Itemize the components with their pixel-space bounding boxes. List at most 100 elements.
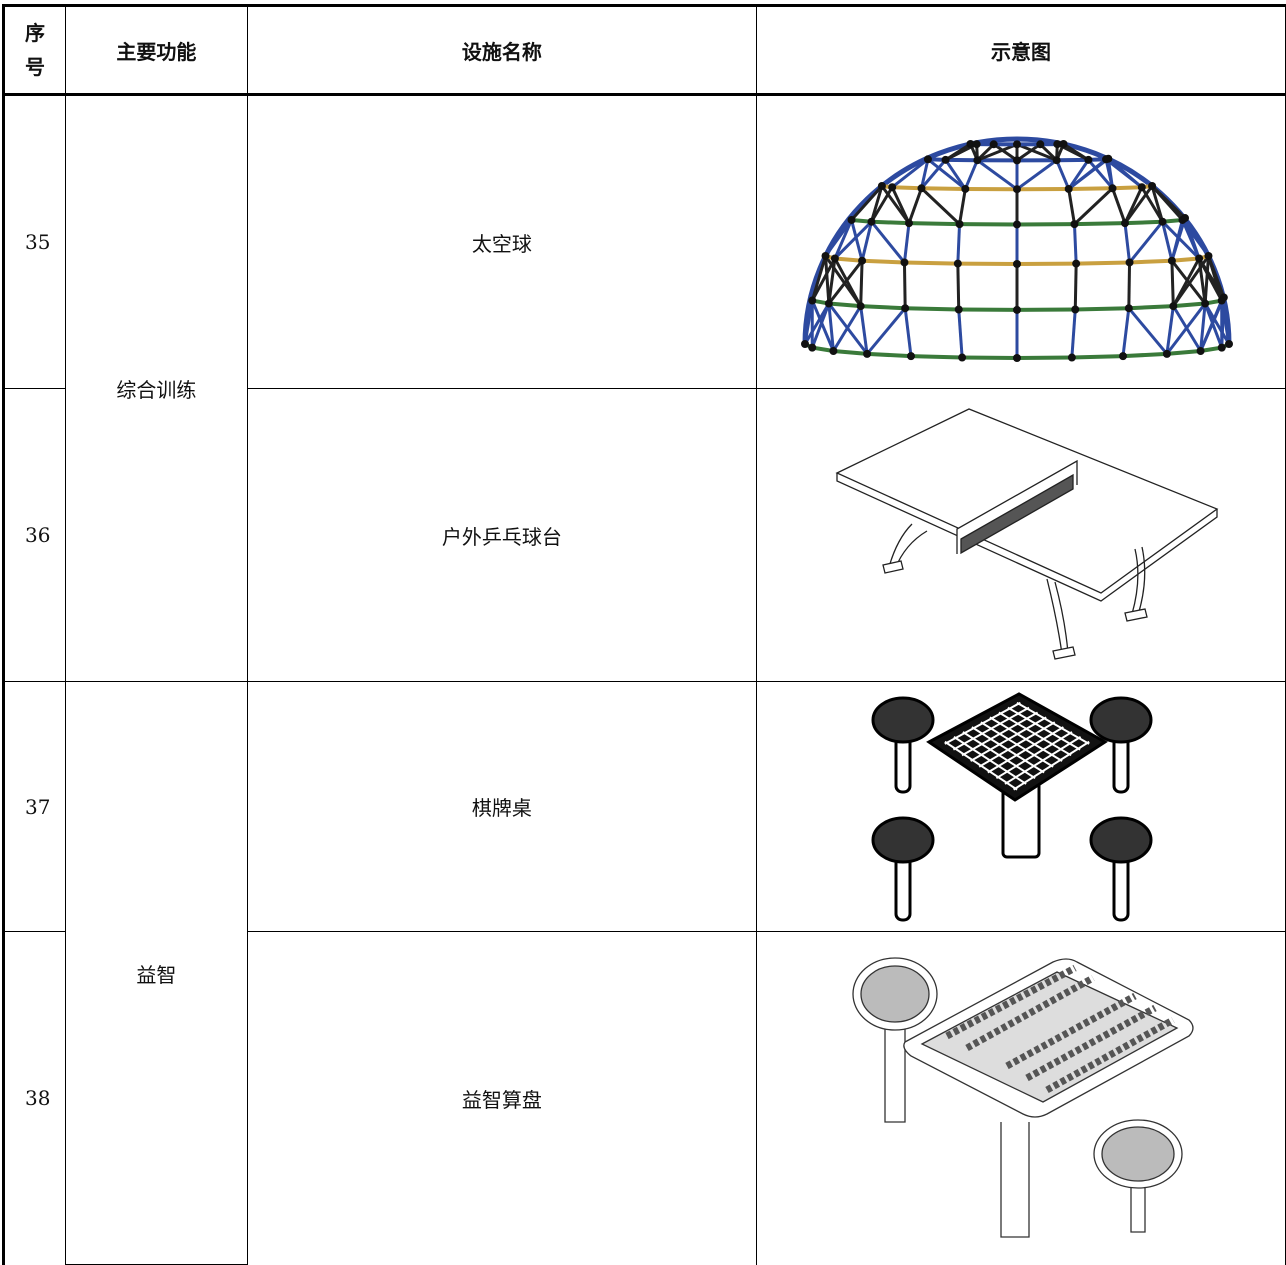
joint: [1125, 304, 1133, 312]
joint: [821, 252, 829, 260]
row: 35 综合训练 太空球: [4, 95, 1286, 389]
joint: [808, 297, 816, 305]
joint: [990, 140, 998, 148]
facility-table: 序号 主要功能 设施名称 示意图 35 综合训练 太空球 36 户外乒乓球台 3…: [2, 4, 1286, 1265]
joint: [1013, 306, 1021, 314]
image-cell: [756, 682, 1285, 932]
strut: [1129, 262, 1130, 308]
row-number: 35: [4, 95, 66, 389]
joint: [808, 344, 816, 352]
joint: [1013, 220, 1021, 228]
board: [929, 694, 1105, 800]
joint: [1204, 252, 1212, 260]
header-text: 序号: [25, 16, 45, 84]
strut: [959, 309, 962, 357]
joint: [1169, 302, 1177, 310]
image-cell: [756, 932, 1285, 1265]
joint: [1158, 218, 1166, 226]
strut: [1125, 223, 1130, 262]
header-cell: 序号: [4, 6, 66, 95]
joint: [1013, 260, 1021, 268]
facility-name: 益智算盘: [247, 932, 756, 1265]
joint: [1084, 156, 1092, 164]
joint: [863, 350, 871, 358]
joint: [973, 140, 981, 148]
joint: [1201, 300, 1209, 308]
joint: [1071, 305, 1079, 313]
strut: [1074, 188, 1112, 224]
stool-seat: [873, 818, 933, 862]
abacus-table-illustration: [757, 932, 1285, 1264]
row-number: 36: [4, 389, 66, 682]
strut: [871, 222, 904, 263]
joint: [973, 156, 981, 164]
joint: [1225, 340, 1233, 348]
strut: [909, 188, 921, 223]
dome-illustration: [757, 96, 1285, 388]
strut: [1172, 261, 1173, 306]
joint: [831, 254, 839, 262]
joint: [942, 156, 950, 164]
joint: [958, 354, 966, 362]
joint: [1119, 352, 1127, 360]
facility-name: 棋牌桌: [247, 682, 756, 932]
joint: [1013, 354, 1021, 362]
strut: [1130, 222, 1163, 263]
joint: [1148, 182, 1156, 190]
joint: [1065, 185, 1073, 193]
header-row: 序号 主要功能 设施名称 示意图: [4, 6, 1286, 95]
joint: [955, 305, 963, 313]
joint: [961, 185, 969, 193]
joint: [1108, 184, 1116, 192]
strut: [1172, 218, 1185, 261]
strut: [1205, 256, 1208, 304]
strut: [965, 160, 977, 189]
joint: [954, 260, 962, 268]
stool-seat: [1091, 698, 1151, 742]
row: 37 益智 棋牌桌: [4, 682, 1286, 932]
joint: [847, 216, 855, 224]
row-number: 38: [4, 932, 66, 1265]
joint: [878, 182, 886, 190]
joint: [1104, 155, 1112, 163]
strut: [1123, 308, 1129, 356]
function: 综合训练: [65, 95, 247, 682]
joint: [857, 302, 865, 310]
joint: [858, 257, 866, 265]
joint: [1013, 156, 1021, 164]
joint: [1036, 140, 1044, 148]
joint: [1163, 350, 1171, 358]
joint: [1168, 257, 1176, 265]
joint: [1072, 260, 1080, 268]
strut: [1017, 160, 1057, 189]
joint: [907, 352, 915, 360]
stool-seat: [861, 966, 929, 1022]
strut: [904, 262, 905, 308]
joint: [1220, 293, 1228, 301]
joint: [888, 183, 896, 191]
joint: [1013, 140, 1021, 148]
table-tennis-illustration: [757, 389, 1285, 681]
strut: [1129, 308, 1167, 354]
joint: [1053, 156, 1061, 164]
header-cell: 设施名称: [247, 6, 756, 95]
stool-seat: [1091, 818, 1151, 862]
stool-seat: [873, 698, 933, 742]
strut: [1057, 160, 1069, 189]
joint: [1013, 185, 1021, 193]
strut: [861, 261, 862, 306]
joint: [917, 184, 925, 192]
facility-name: 户外乒乓球台: [247, 389, 756, 682]
row-number: 37: [4, 682, 66, 932]
strut: [1075, 264, 1076, 310]
joint: [905, 219, 913, 227]
joint: [1068, 354, 1076, 362]
strut: [867, 308, 905, 354]
strut: [977, 160, 1017, 189]
image-cell: [756, 95, 1285, 389]
strut: [1074, 224, 1076, 263]
strut: [959, 189, 965, 224]
joint: [801, 340, 809, 348]
joint: [1197, 347, 1205, 355]
